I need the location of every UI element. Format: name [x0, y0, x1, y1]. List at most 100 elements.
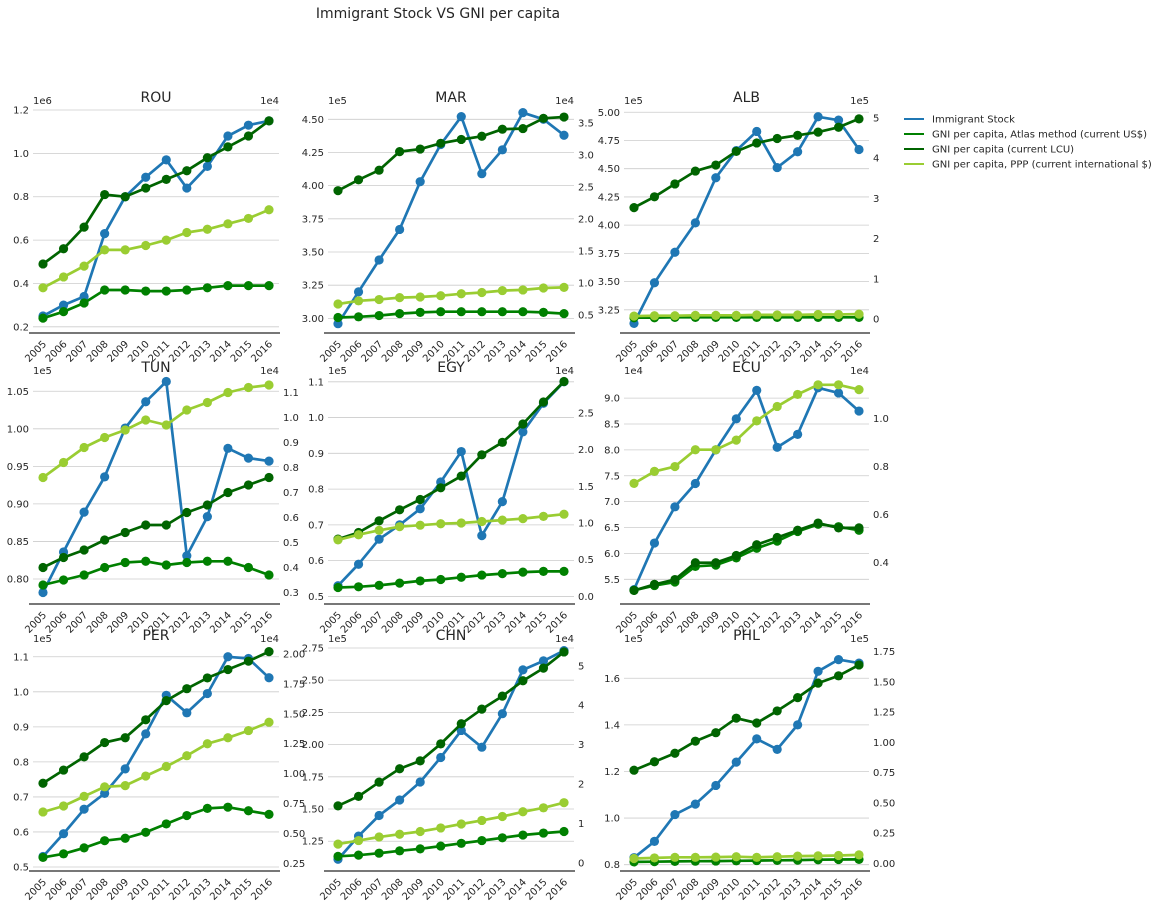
point-rou-lcu-2006: [58, 244, 69, 254]
right-tick-label-per-0p25: 0.25: [283, 859, 305, 870]
left-scale-label-rou: 1e6: [33, 96, 52, 107]
point-chn-atlas-2013: [497, 833, 507, 843]
point-rou-lcu-2014: [223, 142, 233, 152]
series-line-tun-immigrant: [41, 380, 270, 594]
left-tick-label-chn-1p25: 1.25: [302, 837, 324, 848]
point-per-lcu-2005: [38, 778, 48, 788]
x-tick-label-mar-2013: 2013: [483, 339, 509, 365]
point-mar-immigrant-2011: [456, 112, 466, 122]
point-tun-immigrant-2010: [141, 397, 151, 407]
left-tick-label-rou-0p8: 0.8: [13, 192, 29, 203]
right-tick-label-egy-2: 2.0: [578, 445, 594, 456]
legend-label-immigrant: Immigrant Stock: [932, 115, 1015, 126]
right-tick-label-alb-0: 0: [873, 314, 879, 325]
x-tick-label-alb-2005: 2005: [614, 339, 640, 365]
x-tick-label-per-2010: 2010: [126, 877, 152, 903]
point-egy-atlas-2012: [477, 570, 487, 580]
point-phl-lcu-2015: [833, 671, 844, 681]
series-line-tun-ppp: [42, 383, 270, 479]
series-per-ppp: [38, 717, 274, 817]
x-tick-label-egy-2006: 2006: [339, 610, 365, 636]
point-chn-lcu-2014: [518, 676, 528, 686]
left-tick-label-ecu-6: 6.0: [604, 549, 620, 560]
point-egy-atlas-2009: [415, 576, 425, 586]
right-tick-label-ecu-1: 1.0: [873, 414, 889, 425]
point-per-immigrant-2009: [120, 764, 130, 774]
series-line-chn-lcu: [337, 650, 565, 808]
right-tick-label-mar-0p5: 0.5: [578, 310, 594, 321]
point-phl-lcu-2007: [670, 748, 680, 758]
right-tick-label-tun-0p6: 0.6: [283, 513, 299, 524]
legend-label-ppp: GNI per capita, PPP (current internation…: [932, 160, 1152, 171]
point-mar-atlas-2005: [333, 312, 343, 323]
point-alb-immigrant-2014: [813, 112, 823, 122]
x-tick-label-phl-2010: 2010: [717, 877, 743, 903]
point-mar-atlas-2012: [477, 307, 487, 317]
point-rou-ppp-2014: [223, 219, 233, 229]
left-tick-label-alb-4p75: 4.75: [598, 136, 620, 147]
subplot-egy: 0.5 0.6 0.7 0.8 0.9 1.0 1.1 0.0 0.5 1.0 1.5 2.0 2.5 1…: [308, 360, 594, 636]
point-per-lcu-2007: [79, 752, 89, 762]
point-phl-ppp-2007: [670, 852, 680, 862]
point-chn-ppp-2009: [415, 826, 425, 837]
point-chn-immigrant-2015: [538, 656, 549, 666]
x-tick-label-tun-2016: 2016: [249, 610, 275, 636]
right-tick-label-mar-1p5: 1.5: [578, 246, 594, 257]
point-mar-ppp-2008: [395, 293, 405, 303]
point-mar-atlas-2015: [538, 307, 549, 317]
left-tick-label-ecu-6p5: 6.5: [604, 523, 620, 534]
point-rou-immigrant-2015: [243, 120, 254, 130]
right-tick-label-chn-2: 2: [578, 780, 584, 791]
point-ecu-immigrant-2007: [670, 502, 680, 512]
right-tick-label-tun-1: 1.0: [283, 413, 299, 424]
point-rou-atlas-2015: [243, 281, 254, 291]
point-alb-lcu-2015: [833, 122, 844, 132]
point-ecu-ppp-2012: [772, 401, 782, 412]
point-alb-immigrant-2012: [772, 162, 782, 173]
point-egy-ppp-2010: [436, 519, 446, 529]
series-line-phl-ppp: [633, 853, 860, 860]
left-tick-label-tun-0p85: 0.85: [7, 537, 29, 548]
point-egy-ppp-2013: [497, 515, 507, 525]
point-tun-lcu-2005: [38, 562, 48, 573]
point-alb-ppp-2006: [649, 311, 660, 321]
x-tick-label-alb-2006: 2006: [635, 339, 661, 365]
point-egy-ppp-2005: [333, 535, 343, 545]
x-tick-label-rou-2005: 2005: [23, 339, 49, 365]
subplot-title-rou: ROU: [141, 90, 172, 106]
point-rou-atlas-2013: [202, 283, 212, 293]
point-mar-ppp-2005: [333, 299, 343, 309]
left-tick-label-alb-4p5: 4.50: [598, 164, 620, 175]
point-ecu-immigrant-2010: [731, 414, 741, 424]
point-phl-immigrant-2012: [772, 744, 782, 754]
series-chn-ppp: [333, 798, 569, 849]
point-tun-immigrant-2016: [264, 456, 274, 466]
right-scale-label-chn: 1e4: [555, 634, 574, 645]
series-line-alb-lcu: [633, 117, 860, 209]
point-egy-atlas-2016: [559, 566, 569, 577]
right-tick-label-phl-0p5: 0.50: [873, 798, 895, 809]
point-ecu-lcu-2015: [833, 523, 844, 533]
x-tick-label-ecu-2015: 2015: [819, 610, 845, 636]
point-tun-immigrant-2011: [161, 376, 171, 387]
right-scale-label-mar: 1e4: [555, 96, 574, 107]
point-ecu-ppp-2013: [793, 389, 803, 400]
point-rou-atlas-2007: [79, 298, 89, 308]
right-tick-label-mar-2: 2.0: [578, 214, 594, 225]
point-alb-ppp-2007: [670, 311, 680, 321]
series-mar-atlas: [333, 307, 569, 323]
point-alb-immigrant-2011: [752, 126, 762, 137]
point-egy-atlas-2005: [333, 582, 343, 593]
x-tick-label-phl-2008: 2008: [676, 877, 702, 903]
point-ecu-lcu-2007: [670, 574, 680, 585]
point-per-lcu-2012: [182, 684, 192, 694]
point-ecu-ppp-2009: [711, 445, 721, 455]
point-per-atlas-2006: [58, 849, 69, 859]
x-tick-label-alb-2008: 2008: [676, 339, 702, 365]
point-alb-lcu-2009: [711, 160, 721, 170]
point-alb-lcu-2016: [854, 114, 864, 124]
point-chn-atlas-2009: [415, 844, 425, 854]
point-ecu-lcu-2013: [793, 525, 803, 535]
series-ecu-ppp: [629, 380, 864, 488]
point-rou-ppp-2011: [161, 235, 171, 245]
